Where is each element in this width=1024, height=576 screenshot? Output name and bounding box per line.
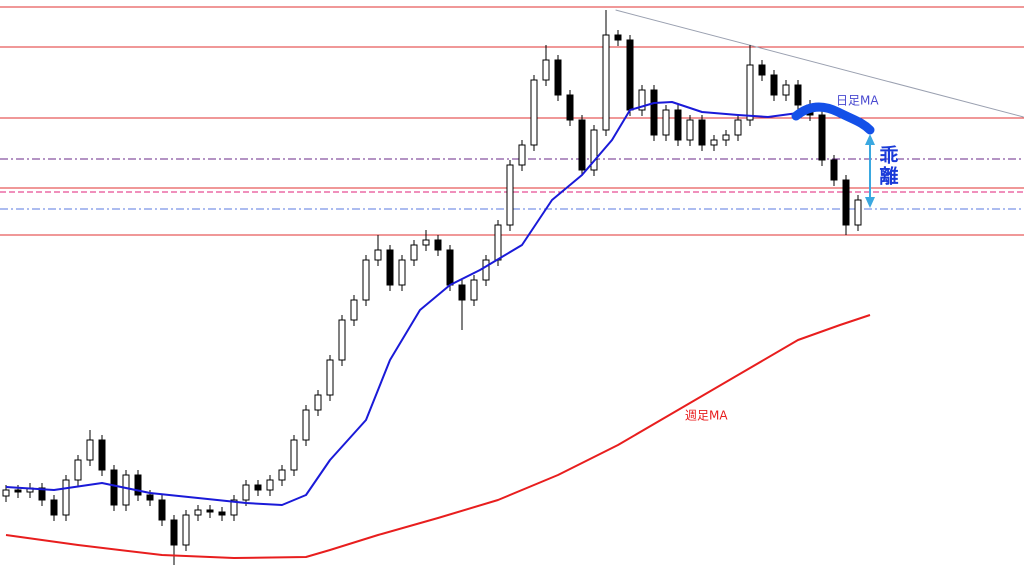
- candle-body: [578, 119, 586, 171]
- trend-line: [615, 9, 1024, 118]
- candle-body: [530, 79, 538, 146]
- candle-body: [386, 249, 394, 286]
- candle-body: [854, 199, 862, 226]
- candle-body: [602, 34, 610, 131]
- ma-line: [5, 101, 871, 506]
- candle-body: [770, 74, 778, 96]
- candle-body: [614, 34, 622, 41]
- candle-body: [14, 489, 22, 493]
- gap-label: 乖離: [877, 145, 899, 187]
- candle-body: [554, 59, 562, 96]
- candle-body: [686, 119, 694, 141]
- candle-body: [98, 439, 106, 471]
- daily-ma-label: 日足MA: [836, 94, 879, 108]
- candle-body: [158, 499, 166, 521]
- candle-body: [590, 129, 598, 171]
- candle-body: [194, 509, 202, 516]
- candle-body: [326, 359, 334, 396]
- candle-body: [722, 134, 730, 141]
- candle-body: [230, 499, 238, 516]
- candle-body: [122, 474, 130, 506]
- candle-body: [818, 114, 826, 161]
- candle-body: [794, 84, 802, 106]
- candle-body: [734, 119, 742, 136]
- candle-body: [710, 139, 718, 146]
- candle-body: [2, 489, 10, 497]
- candle-body: [338, 319, 346, 361]
- candle-body: [242, 484, 250, 501]
- candle-body: [134, 474, 142, 496]
- candle-body: [50, 499, 58, 516]
- candle-body: [254, 484, 262, 491]
- candle-body: [290, 439, 298, 471]
- candle-body: [470, 279, 478, 301]
- candle-body: [422, 239, 430, 246]
- candle-body: [62, 479, 70, 516]
- candle-body: [662, 109, 670, 136]
- candle-body: [38, 487, 46, 501]
- candle-body: [542, 59, 550, 81]
- candle-body: [398, 259, 406, 286]
- candle-body: [674, 109, 682, 141]
- candle-body: [314, 394, 322, 411]
- candle-body: [374, 249, 382, 261]
- candle-body: [458, 284, 466, 301]
- highlight-stroke: [791, 102, 875, 135]
- candle-body: [650, 89, 658, 136]
- candle-body: [830, 159, 838, 181]
- candle-body: [182, 514, 190, 546]
- lines: [5, 101, 871, 559]
- candle-body: [842, 179, 850, 226]
- candle-body: [410, 244, 418, 261]
- candle-body: [218, 511, 226, 516]
- candle-body: [518, 144, 526, 166]
- candle-body: [758, 64, 766, 76]
- candle-body: [506, 164, 514, 226]
- candle-body: [482, 259, 490, 281]
- candle-body: [170, 519, 178, 546]
- weekly-ma-label: 週足MA: [685, 409, 728, 423]
- candle-body: [782, 84, 790, 96]
- ma-line: [5, 314, 871, 559]
- candle-body: [638, 89, 646, 111]
- candle-body: [350, 299, 358, 321]
- candle-body: [698, 119, 706, 146]
- candle-body: [494, 224, 502, 261]
- candle-body: [566, 94, 574, 121]
- candle-body: [146, 494, 154, 501]
- candle-body: [86, 439, 94, 461]
- candle-body: [626, 39, 634, 111]
- candle-body: [746, 64, 754, 121]
- candles: [2, 10, 862, 565]
- candle-body: [266, 479, 274, 491]
- candle-body: [74, 459, 82, 481]
- candle-body: [302, 409, 310, 441]
- candle-body: [446, 249, 454, 286]
- candle-body: [362, 259, 370, 301]
- candle-body: [434, 239, 442, 251]
- candle-body: [278, 469, 286, 481]
- candle-body: [110, 469, 118, 506]
- candle-body: [206, 509, 214, 513]
